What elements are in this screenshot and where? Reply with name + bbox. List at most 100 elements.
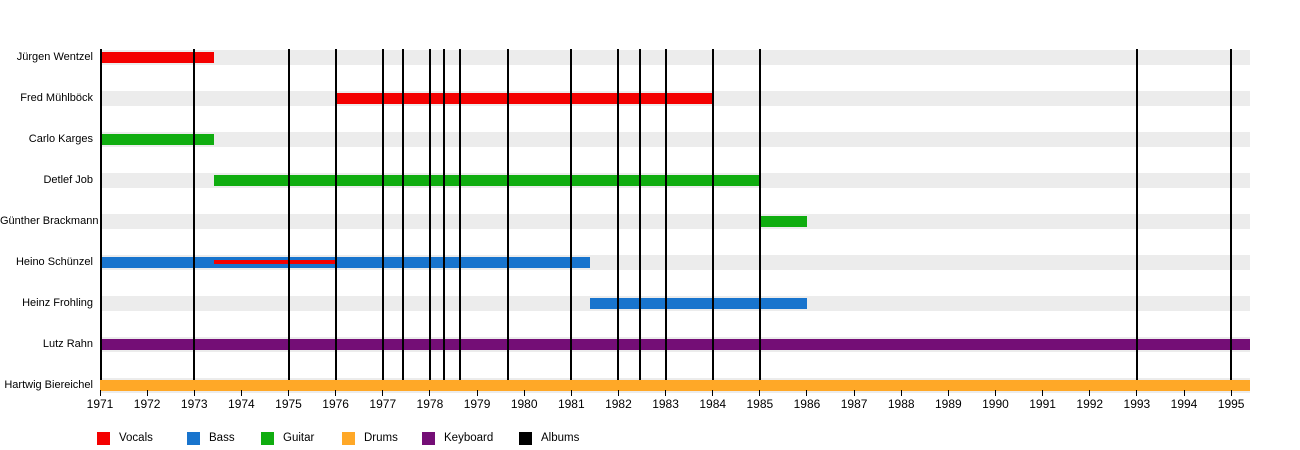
legend-label: Guitar [283,432,315,444]
member-name-label: Detlef Job [43,173,93,186]
album-release-line [638,49,641,380]
axis-tick [335,390,337,396]
row-stripe [100,49,1250,65]
album-release-line [428,49,431,380]
axis-year-label: 1989 [935,397,962,411]
axis-year-label: 1995 [1217,397,1245,411]
album-release-line [758,49,761,380]
member-name-label: Carlo Karges [28,132,93,145]
axis-year-label: 1974 [228,397,255,411]
album-release-line [458,49,461,380]
axis-year-label: 1987 [840,397,868,411]
axis-year-label: 1984 [699,397,727,411]
legend-label: Drums [364,432,398,444]
axis-year-label: 1990 [982,397,1009,411]
axis-tick [665,390,667,396]
axis-year-label: 1977 [369,397,397,411]
member-bar-bass [100,256,590,268]
axis-tick [382,390,384,396]
album-release-line [664,49,667,380]
axis-tick [570,390,572,396]
axis-year-label: 1973 [180,397,208,411]
axis-tick [617,390,619,396]
axis-tick [994,390,996,396]
axis-tick [193,390,195,396]
member-name-label: Heinz Frohling [22,296,93,309]
axis-year-label: 1982 [605,397,632,411]
album-release-line [1135,49,1138,380]
member-bar-vocals [214,260,336,264]
axis-tick [1183,390,1185,396]
album-release-line [711,49,714,380]
member-bar-keyboard [100,338,1250,350]
axis-year-label: 1986 [793,397,821,411]
member-bar-guitar [214,174,760,186]
album-release-line [193,49,196,380]
album-release-line [334,49,337,380]
axis-tick [240,390,242,396]
axis-tick [759,390,761,396]
member-name-label: Fred Mühlböck [20,91,93,104]
axis-year-label: 1983 [652,397,679,411]
legend-swatch-guitar [261,432,274,445]
axis-tick [523,390,525,396]
legend-label: Keyboard [444,432,494,444]
album-release-line [1230,49,1233,380]
axis-tick [476,390,478,396]
legend-label: Vocals [119,432,153,444]
album-release-line [443,49,446,380]
axis-tick [712,390,714,396]
axis-tick [146,390,148,396]
axis-tick [288,390,290,396]
album-release-line [381,49,384,380]
axis-tick [853,390,855,396]
legend-label: Bass [209,432,235,444]
legend-swatch-albums [519,432,532,445]
plot-left-spine [100,49,102,380]
legend-swatch-drums [342,432,355,445]
axis-year-label: 1972 [133,397,161,411]
axis-tick [99,390,101,396]
album-release-line [570,49,573,380]
axis-year-label: 1980 [510,397,538,411]
axis-tick [1089,390,1091,396]
member-name-label: Hartwig Biereichel [4,378,93,391]
member-name-label: Günther Brackmann [0,214,99,227]
axis-tick [1042,390,1044,396]
member-bar-guitar [759,215,807,227]
legend-swatch-vocals [97,432,110,445]
album-release-line [617,49,620,380]
member-name-label: Heino Schünzel [15,255,93,268]
member-bar-drums [100,379,1250,391]
axis-year-label: 1985 [746,397,774,411]
member-name-label: Jürgen Wentzel [16,50,93,63]
row-stripe [100,131,1250,147]
axis-year-label: 1978 [416,397,444,411]
member-bar-vocals [335,92,713,104]
axis-year-label: 1976 [322,397,349,411]
axis-year-label: 1979 [463,397,491,411]
member-bar-vocals [100,51,215,63]
axis-tick [429,390,431,396]
album-release-line [401,49,404,380]
axis-year-label: 1993 [1123,397,1151,411]
album-release-line [287,49,290,380]
axis-tick [947,390,949,396]
axis-year-label: 1975 [275,397,302,411]
axis-tick [900,390,902,396]
member-bar-bass [589,297,807,309]
axis-tick [1230,390,1232,396]
axis-tick [1136,390,1138,396]
axis-year-label: 1992 [1076,397,1104,411]
legend-swatch-keyboard [422,432,435,445]
axis-year-label: 1988 [887,397,915,411]
member-name-label: Lutz Rahn [42,337,93,350]
member-bar-guitar [100,133,215,145]
legend-label: Albums [541,432,580,444]
album-release-line [507,49,510,380]
axis-year-label: 1991 [1029,397,1056,411]
axis-year-label: 1994 [1170,397,1198,411]
axis-year-label: 1971 [86,397,114,411]
row-stripe [100,213,1250,229]
